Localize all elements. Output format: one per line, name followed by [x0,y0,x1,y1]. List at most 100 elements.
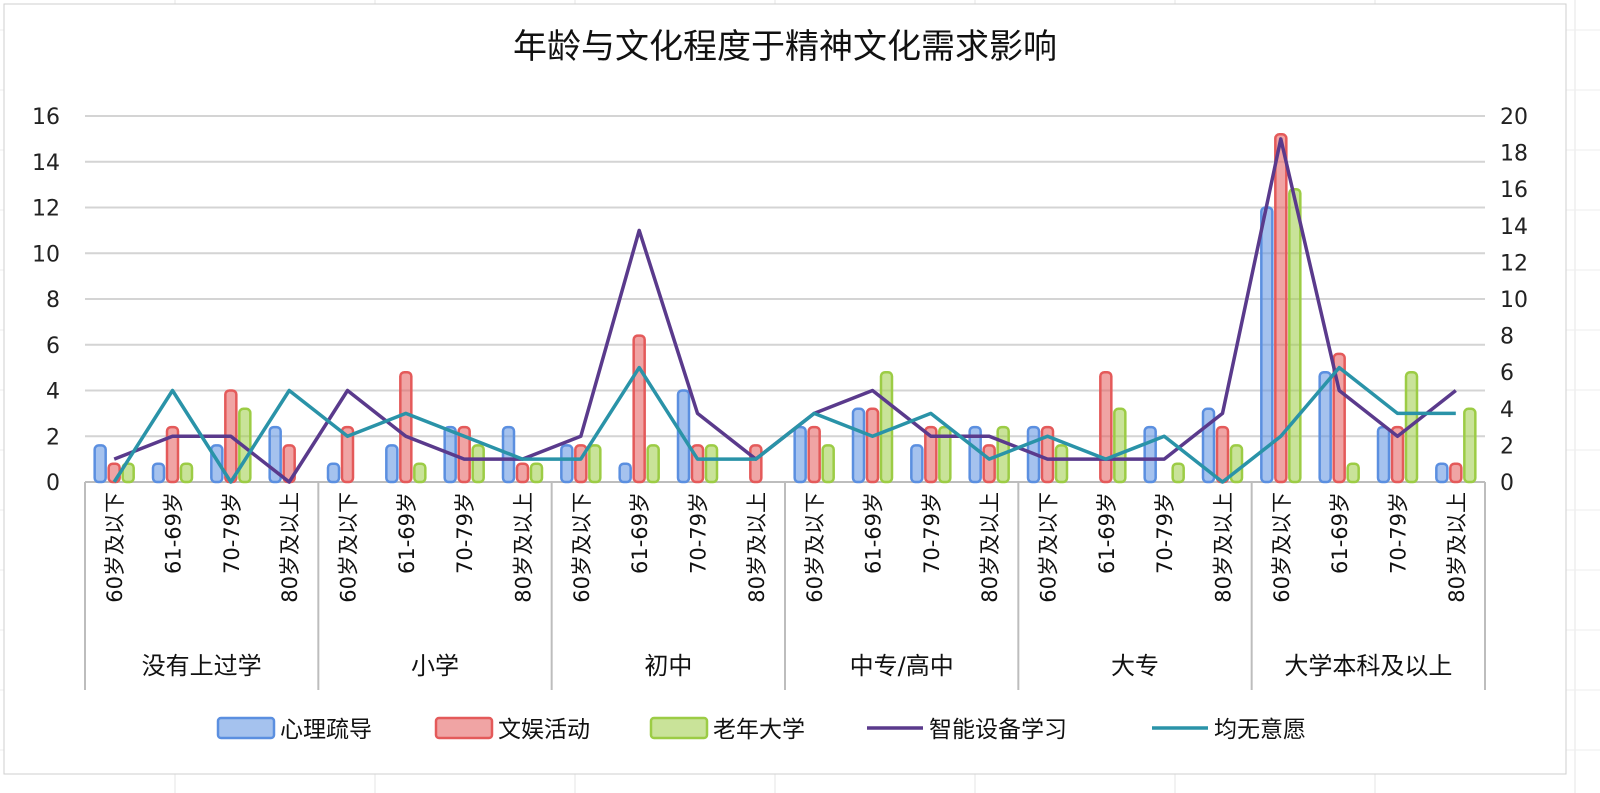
bar-老年大学 [821,444,835,484]
x-category-label: 61-69岁 [162,492,186,574]
x-category-label: 80岁及以上 [745,492,769,603]
bar-老年大学 [1171,462,1185,484]
x-category-label: 61-69岁 [1095,492,1119,574]
bar-老年大学 [1113,407,1127,484]
x-category-label: 80岁及以上 [1212,492,1236,603]
right-axis-tick-label: 6 [1500,361,1514,386]
right-axis-tick-label: 10 [1500,288,1528,313]
bar-心理疏导 [851,407,866,484]
bar-心理疏导 [385,444,399,484]
x-category-label: 70-79岁 [687,492,711,574]
bar-文娱活动 [1040,425,1055,484]
bar-老年大学 [704,444,719,484]
x-category-label: 60岁及以下 [103,492,127,603]
bar-老年大学 [1463,407,1477,484]
x-category-label: 61-69岁 [628,492,652,574]
x-category-label: 80岁及以上 [1445,492,1469,603]
bar-文娱活动 [982,444,996,484]
x-group-label: 没有上过学 [142,652,262,680]
x-group-label: 大学本科及以上 [1284,652,1452,680]
bar-文娱活动 [1099,370,1113,484]
bar-老年大学 [121,462,135,484]
bar-文娱活动 [1449,462,1463,484]
x-category-label: 60岁及以下 [803,492,827,603]
right-axis-tick-label: 20 [1500,105,1528,130]
bar-心理疏导 [793,425,807,484]
x-category-label: 61-69岁 [862,492,886,574]
left-axis-tick-label: 10 [32,242,60,267]
bar-文娱活动 [865,407,880,484]
right-axis-tick-label: 8 [1500,325,1514,350]
chart-title: 年龄与文化程度于精神文化需求影响 [513,27,1057,67]
bar-老年大学 [1054,444,1069,484]
bar-心理疏导 [1260,206,1274,484]
bar-心理疏导 [560,444,574,484]
bar-文娱活动 [749,444,763,484]
legend-label: 老年大学 [713,717,805,743]
bar-文娱活动 [1390,425,1405,484]
bar-老年大学 [588,444,602,484]
left-axis-tick-label: 16 [32,105,60,130]
x-category-label: 60岁及以下 [1270,492,1294,603]
x-category-label: 60岁及以下 [337,492,361,603]
legend-label: 心理疏导 [280,717,372,743]
x-category-label: 80岁及以上 [978,492,1002,603]
right-axis-tick-label: 14 [1500,215,1528,240]
bar-老年大学 [879,370,894,484]
left-axis-tick-label: 2 [46,425,60,450]
bar-文娱活动 [399,370,413,484]
x-category-label: 70-79岁 [1387,492,1411,574]
bar-文娱活动 [1274,133,1288,484]
bar-心理疏导 [1435,462,1449,484]
bar-心理疏导 [326,462,341,484]
bar-老年大学 [1229,444,1244,484]
x-category-label: 61-69岁 [395,492,419,574]
x-category-label: 60岁及以下 [570,492,594,603]
left-axis-tick-label: 4 [46,380,60,405]
right-axis-tick-label: 2 [1500,434,1514,459]
left-axis-tick-label: 14 [32,151,60,176]
bar-老年大学 [938,425,952,484]
bar-文娱活动 [632,334,646,484]
bar-老年大学 [471,444,485,484]
x-group-label: 中专/高中 [850,652,954,680]
right-axis-tick-label: 0 [1500,471,1514,496]
legend-label: 智能设备学习 [929,717,1067,743]
x-group-label: 初中 [644,652,692,680]
bar-文娱活动 [1215,425,1230,484]
x-group-label: 大专 [1111,652,1159,680]
bar-心理疏导 [151,462,166,484]
bar-心理疏导 [618,462,632,484]
bar-文娱活动 [807,425,821,484]
bar-文娱活动 [924,425,938,484]
x-category-label: 70-79岁 [1153,492,1177,574]
left-axis-tick-label: 8 [46,288,60,313]
legend-swatch-老年大学 [649,716,709,740]
legend-label: 均无意愿 [1214,717,1306,743]
x-category-label: 70-79岁 [920,492,944,574]
x-category-label: 80岁及以上 [512,492,536,603]
x-category-label: 80岁及以上 [278,492,302,603]
right-axis-tick-label: 12 [1500,251,1528,276]
bar-文娱活动 [340,425,355,484]
bar-文娱活动 [457,425,471,484]
bar-文娱活动 [165,425,180,484]
bar-心理疏导 [1318,370,1332,484]
legend-label: 文娱活动 [498,717,590,743]
bar-心理疏导 [93,444,107,484]
bar-老年大学 [179,462,194,484]
right-axis-tick-label: 4 [1500,398,1514,423]
bar-老年大学 [1288,187,1302,484]
x-category-label: 60岁及以下 [1037,492,1061,603]
x-category-label: 70-79岁 [453,492,477,574]
bar-老年大学 [413,462,427,484]
bar-老年大学 [529,462,544,484]
legend-swatch-文娱活动 [434,716,494,740]
x-category-label: 61-69岁 [1328,492,1352,574]
legend-swatch-心理疏导 [216,716,276,740]
right-axis-tick-label: 18 [1500,142,1528,167]
bar-文娱活动 [515,462,530,484]
left-axis-tick-label: 0 [46,471,60,496]
bar-心理疏导 [1376,425,1391,484]
